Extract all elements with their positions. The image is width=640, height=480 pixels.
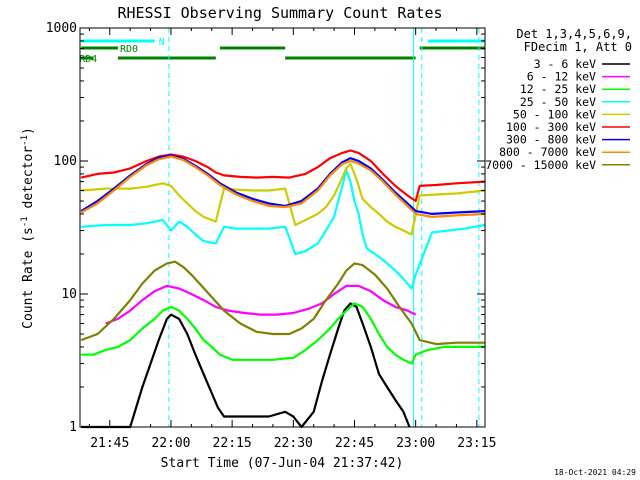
y-label-part-3: ) — [21, 127, 36, 135]
series-line-300-800-kev — [80, 154, 486, 215]
legend-label-7000-15000-kev: 7000 - 15000 keV — [485, 158, 596, 172]
chart-title: RHESSI Observing Summary Count Rates — [117, 4, 442, 22]
x-tick-label: 22:15 — [213, 436, 252, 451]
x-tick-label: 22:45 — [335, 436, 374, 451]
interval-label-rd0: RD0 — [120, 44, 138, 55]
legend-label-25-50-kev: 25 - 50 keV — [520, 95, 596, 109]
y-label-sup-2: -1 — [20, 135, 30, 146]
y-axis-label: Count Rate (s-1 detector-1) — [20, 127, 36, 329]
attenuator-intervals: N RD0 RD4 — [79, 37, 485, 65]
x-tick-label: 22:30 — [274, 436, 313, 451]
y-label-part-1: Count Rate (s — [21, 227, 36, 329]
series-group — [80, 149, 486, 429]
x-tick-label: 21:45 — [90, 436, 129, 451]
y-tick-label: 100 — [54, 154, 77, 169]
x-tick-label: 23:15 — [457, 436, 496, 451]
y-tick-label: 10 — [61, 287, 77, 302]
legend-label-50-100-kev: 50 - 100 keV — [513, 107, 596, 121]
legend-header-1: Det 1,3,4,5,6,9, — [516, 27, 632, 41]
series-line-800-7000-kev — [80, 155, 486, 218]
series-line-3-6-kev — [81, 302, 411, 429]
legend-label-300-800-kev: 300 - 800 keV — [506, 133, 596, 147]
plot-frame — [79, 27, 486, 428]
legend-label-12-25-kev: 12 - 25 keV — [520, 82, 596, 96]
x-tick-label: 22:00 — [151, 436, 190, 451]
series-line-6-12-kev — [105, 284, 417, 325]
series-line-7000-15000-kev — [80, 260, 485, 346]
series-line-12-25-kev — [81, 302, 485, 365]
legend-label-800-7000-kev: 800 - 7000 keV — [499, 145, 596, 159]
legend-header-2: FDecim 1, Att 0 — [524, 40, 632, 54]
footer-stamp: 18-Oct-2021 04:29 — [554, 468, 636, 477]
interval-label-n: N — [159, 37, 165, 48]
legend-label-100-300-kev: 100 - 300 keV — [506, 120, 596, 134]
x-tick-label: 23:00 — [396, 436, 435, 451]
y-tick-label: 1000 — [46, 21, 77, 36]
x-axis-label: Start Time (07-Jun-04 21:37:42) — [161, 456, 404, 471]
series-line-50-100-kev — [81, 162, 486, 236]
y-tick-label: 1 — [69, 420, 77, 435]
interval-label-rd4: RD4 — [79, 54, 97, 65]
y-label-sup-1: -1 — [20, 216, 30, 227]
x-axis: 21:45 22:00 22:15 22:30 22:45 23:00 23:15 — [88, 28, 496, 451]
legend-label-3-6-kev: 3 - 6 keV — [534, 57, 596, 71]
series-line-25-50-kev — [81, 169, 486, 290]
legend-label-6-12-kev: 6 - 12 keV — [527, 70, 596, 84]
y-axis: 1 10 100 1000 — [46, 21, 485, 435]
y-label-part-2: detector — [21, 146, 36, 217]
